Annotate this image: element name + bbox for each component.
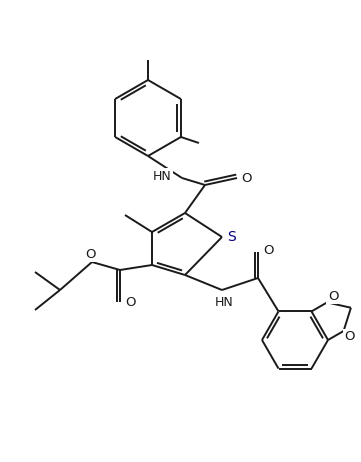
Text: O: O — [125, 296, 135, 309]
Text: HN: HN — [153, 170, 172, 182]
Text: O: O — [328, 290, 338, 303]
Text: O: O — [263, 243, 273, 256]
Text: S: S — [227, 230, 235, 244]
Text: HN: HN — [215, 296, 233, 309]
Text: O: O — [344, 330, 355, 344]
Text: O: O — [242, 171, 252, 184]
Text: O: O — [86, 248, 96, 261]
